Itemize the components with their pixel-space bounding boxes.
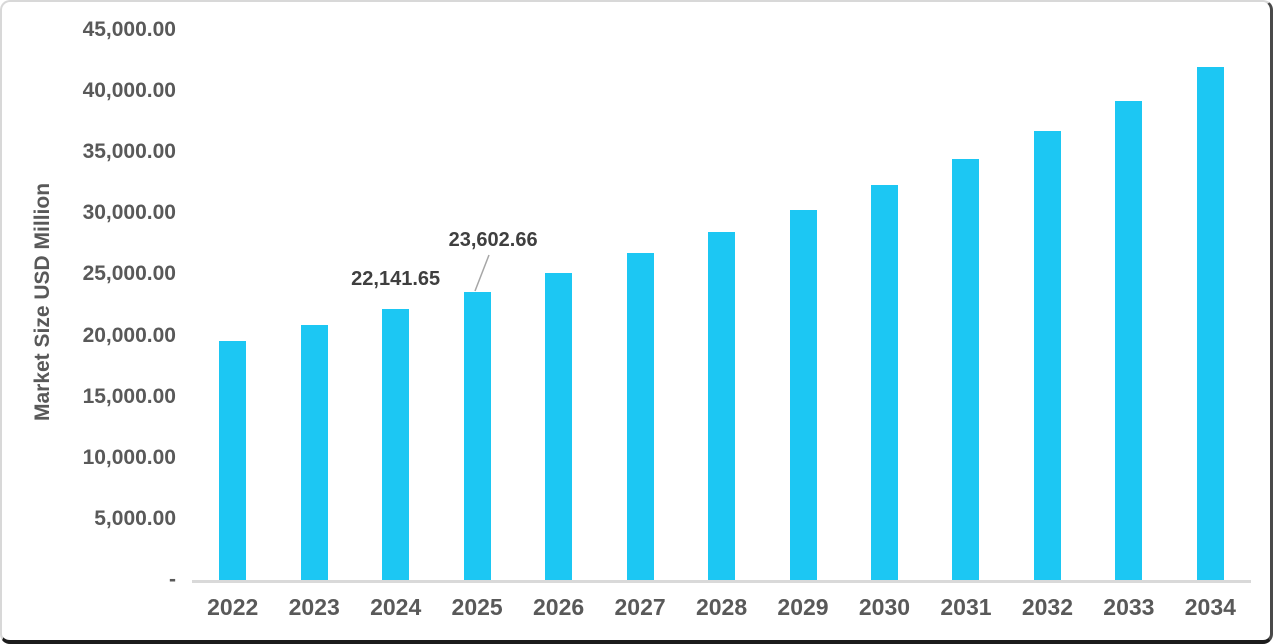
bar-2025 (463, 291, 491, 580)
bar-2023 (300, 325, 328, 580)
bar-2032 (1033, 130, 1061, 580)
bar-column (192, 30, 273, 580)
bar-column (518, 30, 599, 580)
bar-column (436, 30, 517, 580)
bar-column (599, 30, 680, 580)
bar-2028 (708, 231, 736, 580)
y-axis-tick-label: 5,000.00 (94, 506, 176, 530)
y-axis-tick-label: - (169, 568, 176, 591)
y-axis-tick-label: 25,000.00 (82, 262, 176, 286)
x-axis-label-2022: 2022 (207, 594, 259, 620)
bar-column (355, 30, 436, 580)
x-axis-label-2024: 2024 (370, 594, 422, 620)
bar-2029 (789, 209, 817, 580)
bar-2022 (219, 341, 247, 580)
bar-column (762, 30, 843, 580)
bar-column (681, 30, 762, 580)
x-axis-label-2023: 2023 (288, 594, 340, 620)
y-axis-tick-label: 30,000.00 (82, 201, 176, 225)
x-axis-label-2031: 2031 (940, 594, 992, 620)
x-axis-label-2030: 2030 (858, 594, 911, 620)
bar-column (1088, 30, 1169, 580)
bar-2034 (1196, 67, 1224, 580)
bar-2033 (1115, 101, 1143, 580)
bar-2026 (545, 272, 573, 580)
bar-2030 (870, 184, 898, 580)
bar-2024 (382, 309, 410, 580)
x-axis-label-2034: 2034 (1184, 594, 1236, 620)
x-axis-label-2032: 2032 (1021, 594, 1073, 620)
bar-column (273, 30, 354, 580)
y-axis-tick-label: 10,000.00 (82, 445, 176, 469)
plot-area (192, 30, 1251, 583)
y-axis-tick-label: 40,000.00 (82, 79, 176, 103)
y-axis-tick-label: 20,000.00 (82, 323, 176, 347)
x-axis-label-2026: 2026 (533, 594, 585, 620)
x-axis-label-2028: 2028 (695, 594, 748, 620)
x-axis-label-2033: 2033 (1103, 594, 1155, 620)
bar-column (1007, 30, 1088, 580)
bar-column (844, 30, 925, 580)
x-axis-label-2027: 2027 (614, 594, 666, 620)
y-axis-tick-label: 35,000.00 (82, 140, 176, 164)
bar-2027 (626, 252, 654, 580)
y-axis-tick-label: 15,000.00 (82, 384, 176, 408)
x-axis-label-2025: 2025 (451, 594, 503, 620)
bar-column (925, 30, 1006, 580)
bar-2031 (952, 158, 980, 580)
bar-column (1170, 30, 1251, 580)
x-axis: 2022 2023 2024 2025 2026 2027 2028 2029 2030 2031… (192, 594, 1251, 621)
x-axis-label-2029: 2029 (777, 594, 829, 620)
y-axis-tick-label: 45,000.00 (82, 18, 176, 41)
